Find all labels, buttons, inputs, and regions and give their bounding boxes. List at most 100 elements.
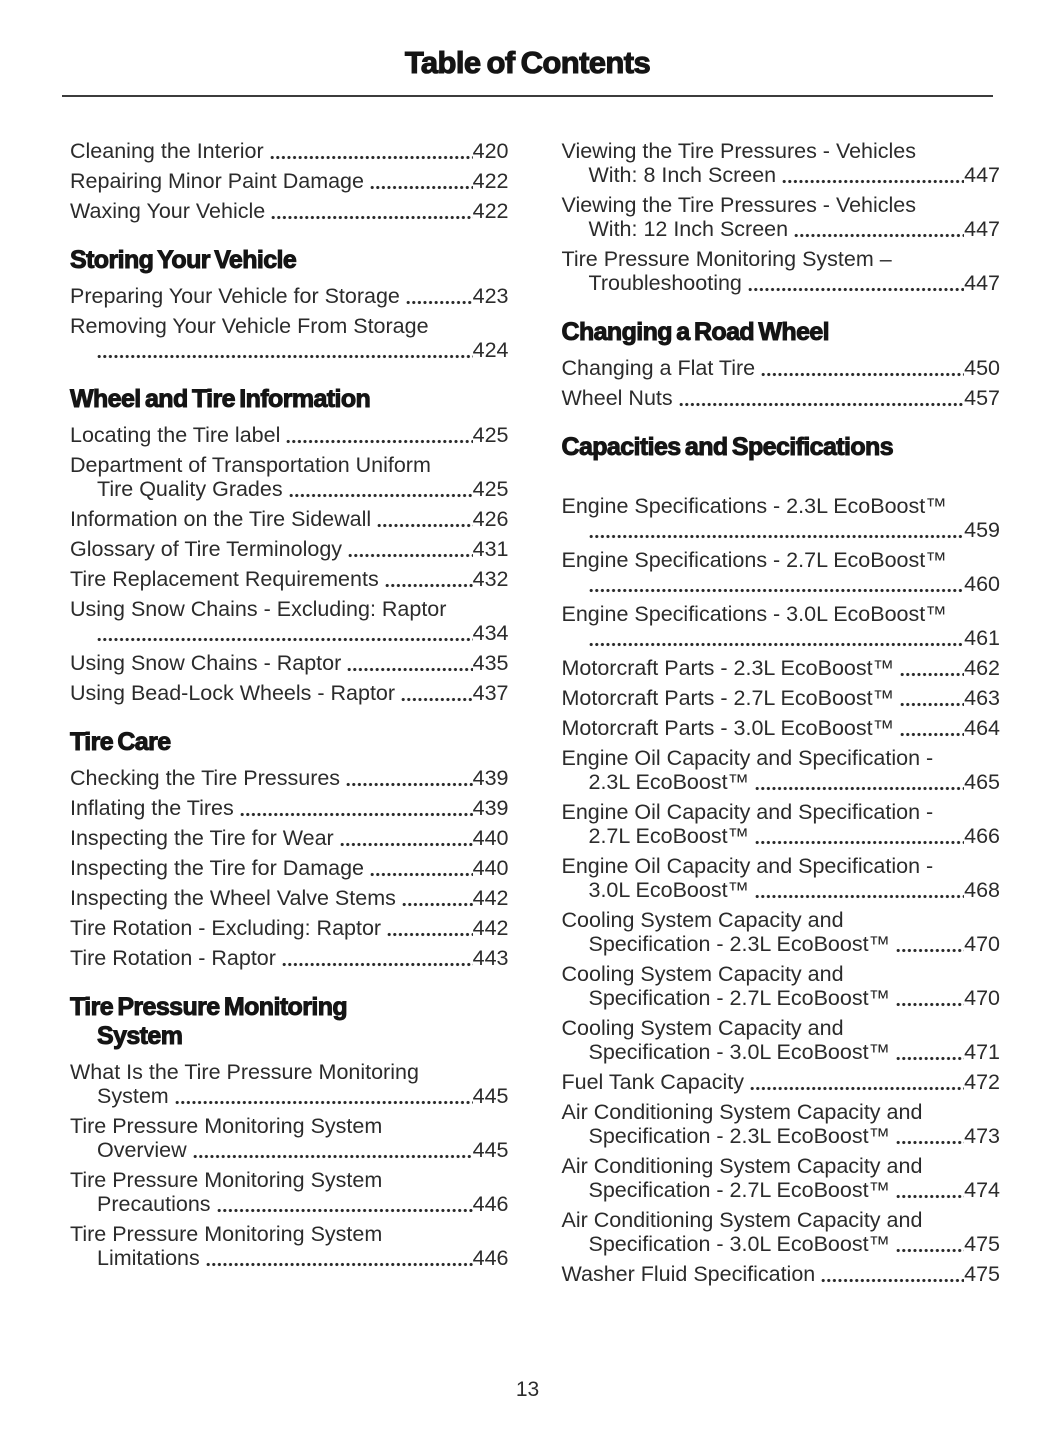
entry-page-number: 464 xyxy=(964,716,1000,740)
toc-entry-lastline: Waxing Your Vehicle 422 xyxy=(70,199,509,223)
dot-leader xyxy=(192,1153,473,1160)
toc-entry: Washer Fluid Specification 475 xyxy=(562,1262,1001,1286)
dot-leader xyxy=(761,371,965,378)
entry-page-number: 465 xyxy=(964,770,1000,794)
dot-leader xyxy=(747,286,965,293)
toc-entry-lastline: Preparing Your Vehicle for Storage 423 xyxy=(70,284,509,308)
dot-leader xyxy=(348,552,473,559)
toc-entry: Using Bead-Lock Wheels - Raptor 437 xyxy=(70,681,509,705)
toc-entry-lastline: 434 xyxy=(70,621,509,645)
toc-entry-lastline: Information on the Tire Sidewall 426 xyxy=(70,507,509,531)
toc-entry-text: Locating the Tire label xyxy=(70,423,281,447)
toc-entry-text: Checking the Tire Pressures xyxy=(70,766,341,790)
toc-column-right: Viewing the Tire Pressures - Vehicles Wit… xyxy=(561,139,1001,1292)
toc-entry-lastline: Tire Rotation - Raptor 443 xyxy=(70,946,509,970)
toc-entry-line: What Is the Tire Pressure Monitoring xyxy=(70,1060,419,1084)
toc-entry-line: Air Conditioning System Capacity and xyxy=(561,1154,923,1178)
dot-leader xyxy=(339,841,473,848)
toc-entry-text: Waxing Your Vehicle xyxy=(70,199,266,223)
entry-page-number: 468 xyxy=(964,878,1000,902)
entry-page-number: 447 xyxy=(964,217,1000,241)
toc-entry-text: Specification - 2.3L EcoBoost™ xyxy=(588,1124,891,1148)
toc-entry-text: Repairing Minor Paint Damage xyxy=(70,169,364,193)
section-heading-line: System xyxy=(97,1022,184,1051)
toc-section: Changing a Road Wheel Changing a Flat Tir… xyxy=(561,318,1001,411)
toc-entry: What Is the Tire Pressure Monitoring Syst… xyxy=(70,1060,509,1108)
toc-entry-lastline: Tire Replacement Requirements 432 xyxy=(70,567,509,591)
toc-entry-line: Viewing the Tire Pressures - Vehicles xyxy=(561,139,917,163)
dot-leader xyxy=(678,401,965,408)
toc-entry-text: Inflating the Tires xyxy=(70,796,234,820)
toc-entry-text: 3.0L EcoBoost™ xyxy=(588,878,750,902)
toc-entry: Cooling System Capacity and Specification… xyxy=(562,1016,1001,1064)
dot-leader xyxy=(588,533,965,540)
dot-leader xyxy=(588,587,965,594)
toc-entry-text: Limitations xyxy=(97,1246,200,1270)
toc-entry-line: Engine Oil Capacity and Specification - xyxy=(561,800,934,824)
entry-page-number: 447 xyxy=(964,271,1000,295)
toc-entry: Motorcraft Parts - 2.3L EcoBoost™ 462 xyxy=(562,656,1001,680)
toc-entry-lastline: Washer Fluid Specification 475 xyxy=(562,1262,1001,1286)
entry-page-number: 466 xyxy=(964,824,1000,848)
toc-entry-text: Using Bead-Lock Wheels - Raptor xyxy=(70,681,396,705)
dot-leader xyxy=(896,1055,965,1062)
toc-entry-line: Cooling System Capacity and xyxy=(561,908,844,932)
toc-entry: Cooling System Capacity and Specification… xyxy=(562,908,1001,956)
dot-leader xyxy=(896,1139,965,1146)
dot-leader xyxy=(755,785,965,792)
toc-entry-text: Specification - 2.3L EcoBoost™ xyxy=(588,932,891,956)
entry-page-number: 443 xyxy=(472,946,509,970)
toc-entry: Information on the Tire Sidewall 426 xyxy=(70,507,509,531)
dot-leader xyxy=(749,1085,965,1092)
entry-page-number: 432 xyxy=(472,567,509,591)
dot-leader xyxy=(370,871,473,878)
toc-entry: Tire Pressure Monitoring System Precautio… xyxy=(70,1168,509,1216)
entry-page-number: 442 xyxy=(472,886,509,910)
dot-leader xyxy=(900,701,965,708)
toc-entry-text: Using Snow Chains - Raptor xyxy=(70,651,342,675)
toc-entry-lastline: Motorcraft Parts - 2.3L EcoBoost™ 462 xyxy=(562,656,1001,680)
toc-entry: Locating the Tire label 425 xyxy=(70,423,509,447)
toc-entry-text: Overview xyxy=(97,1138,187,1162)
dot-leader xyxy=(900,671,965,678)
toc-section: Wheel and Tire Information Locating the T… xyxy=(70,385,509,706)
toc-entry-text: 2.7L EcoBoost™ xyxy=(588,824,750,848)
toc-entry-text: Tire Quality Grades xyxy=(97,477,283,501)
dot-leader xyxy=(384,582,473,589)
entry-page-number: 460 xyxy=(964,572,1000,596)
toc-entry: Air Conditioning System Capacity and Spec… xyxy=(562,1208,1001,1256)
toc-entry: Inflating the Tires 439 xyxy=(70,796,509,820)
toc-entry: Engine Oil Capacity and Specification -2… xyxy=(562,800,1001,848)
section-heading-line: Wheel and Tire Information xyxy=(70,385,372,414)
toc-entry-line: Engine Specifications - 2.3L EcoBoost™ xyxy=(561,494,947,518)
toc-entry: Viewing the Tire Pressures - Vehicles Wit… xyxy=(562,139,1001,187)
dot-leader xyxy=(216,1207,473,1214)
toc-entry: Tire Pressure Monitoring System – Trouble… xyxy=(562,247,1001,295)
toc-entry-lastline: Specification - 2.3L EcoBoost™ 470 xyxy=(562,932,1001,956)
entry-page-number: 475 xyxy=(964,1262,1000,1286)
section-heading-line: Tire Care xyxy=(70,728,172,757)
toc-entry-lastline: 424 xyxy=(70,338,509,362)
toc-entry-line: Department of Transportation Uniform xyxy=(70,453,431,477)
dot-leader xyxy=(782,178,965,185)
toc-entry-lastline: Wheel Nuts 457 xyxy=(562,386,1001,410)
toc-entry: Engine Specifications - 2.7L EcoBoost™ 46… xyxy=(562,548,1001,596)
entry-page-number: 435 xyxy=(472,651,509,675)
entry-page-number: 462 xyxy=(964,656,1000,680)
entry-page-number: 473 xyxy=(964,1124,1000,1148)
section-heading: Tire Care xyxy=(70,728,509,757)
toc-entry-lastline: Locating the Tire label 425 xyxy=(70,423,509,447)
dot-leader xyxy=(794,232,965,239)
toc-entry-lastline: With: 8 Inch Screen 447 xyxy=(562,163,1001,187)
toc-entry: Repairing Minor Paint Damage 422 xyxy=(70,169,509,193)
toc-entry-text: Specification - 3.0L EcoBoost™ xyxy=(588,1040,891,1064)
toc-entry-text: Troubleshooting xyxy=(588,271,742,295)
toc-entry-lastline: System 445 xyxy=(70,1084,509,1108)
toc-entry-line: Cooling System Capacity and xyxy=(561,962,844,986)
dot-leader xyxy=(286,438,473,445)
entry-page-number: 472 xyxy=(964,1070,1000,1094)
toc-entry-lastline: 460 xyxy=(562,572,1000,596)
toc-entry-text: Tire Rotation - Raptor xyxy=(70,946,276,970)
dot-leader xyxy=(97,353,473,360)
